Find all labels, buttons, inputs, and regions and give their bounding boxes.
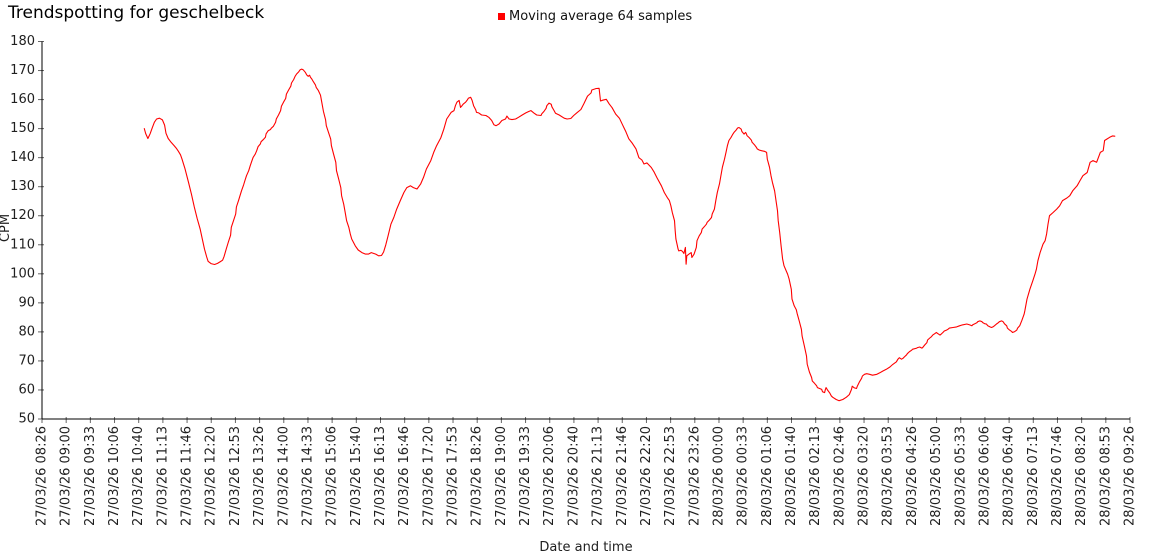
x-axis-title: Date and time [539, 540, 632, 555]
x-tick-label: 27/03/26 10:40 [131, 426, 146, 526]
x-tick-label: 27/03/26 20:06 [542, 426, 557, 526]
x-tick-label: 27/03/26 20:40 [566, 426, 581, 526]
x-tick-label: 27/03/26 11:46 [180, 426, 195, 526]
x-tick-label: 27/03/26 19:33 [518, 426, 533, 526]
x-tick-label: 27/03/26 17:20 [421, 426, 436, 526]
x-tick-label: 27/03/26 09:00 [59, 426, 74, 526]
x-tick-label: 28/03/26 04:26 [905, 426, 920, 526]
x-tick-label: 27/03/26 22:20 [639, 426, 654, 526]
x-tick-label: 28/03/26 02:13 [808, 426, 823, 526]
y-tick-label: 80 [18, 324, 35, 339]
x-tick-label: 28/03/26 00:33 [736, 426, 751, 526]
data-line [143, 68, 1116, 402]
x-tick-label: 28/03/26 07:46 [1050, 426, 1065, 526]
legend-label: Moving average 64 samples [509, 9, 693, 24]
x-tick-label: 27/03/26 11:13 [155, 426, 170, 526]
x-tick-label: 27/03/26 18:26 [470, 426, 485, 526]
x-tick-label: 28/03/26 08:20 [1074, 426, 1089, 526]
legend-marker-icon [498, 13, 505, 20]
x-tick-label: 27/03/26 15:40 [349, 426, 364, 526]
x-tick-label: 27/03/26 22:53 [663, 426, 678, 526]
y-axis-title: CPM [0, 214, 13, 242]
y-tick-label: 160 [10, 92, 35, 107]
y-tick-label: 150 [10, 121, 35, 136]
x-tick-label: 28/03/26 08:53 [1098, 426, 1113, 526]
x-tick-label: 28/03/26 05:00 [929, 426, 944, 526]
x-tick-label: 27/03/26 14:33 [300, 426, 315, 526]
x-tick-label: 28/03/26 01:40 [784, 426, 799, 526]
x-tick-label: 27/03/26 12:20 [204, 426, 219, 526]
x-tick-label: 27/03/26 23:26 [687, 426, 702, 526]
x-tick-label: 27/03/26 15:06 [325, 426, 340, 526]
x-tick-label: 27/03/26 10:06 [107, 426, 122, 526]
y-tick-label: 90 [18, 295, 35, 310]
chart-title: Trendspotting for geschelbeck [8, 3, 265, 23]
x-tick-label: 27/03/26 13:26 [252, 426, 267, 526]
x-tick-label: 27/03/26 21:13 [591, 426, 606, 526]
y-tick-label: 50 [18, 412, 35, 427]
x-tick-label: 28/03/26 07:13 [1026, 426, 1041, 526]
x-tick-label: 27/03/26 16:13 [373, 426, 388, 526]
x-tick-label: 28/03/26 03:20 [857, 426, 872, 526]
y-tick-label: 140 [10, 150, 35, 165]
y-tick-label: 120 [10, 208, 35, 223]
y-tick-label: 180 [10, 34, 35, 49]
y-tick-label: 100 [10, 266, 35, 281]
x-tick-label: 28/03/26 06:40 [1002, 426, 1017, 526]
legend: Moving average 64 samples [498, 9, 692, 24]
y-tick-label: 60 [18, 382, 35, 397]
x-tick-label: 28/03/26 05:33 [953, 426, 968, 526]
x-tick-label: 28/03/26 00:00 [711, 426, 726, 526]
x-tick-label: 28/03/26 02:46 [832, 426, 847, 526]
x-tick-label: 28/03/26 01:06 [760, 426, 775, 526]
x-tick-label: 27/03/26 19:00 [494, 426, 509, 526]
x-tick-label: 27/03/26 12:53 [228, 426, 243, 526]
x-tick-label: 27/03/26 09:33 [83, 426, 98, 526]
y-tick-label: 170 [10, 63, 35, 78]
x-tick-label: 28/03/26 09:26 [1123, 426, 1138, 526]
x-tick-label: 28/03/26 06:06 [977, 426, 992, 526]
x-tick-label: 27/03/26 08:26 [35, 426, 50, 526]
y-tick-label: 130 [10, 179, 35, 194]
x-tick-label: 28/03/26 03:53 [881, 426, 896, 526]
x-tick-label: 27/03/26 21:46 [615, 426, 630, 526]
y-tick-label: 70 [18, 353, 35, 368]
x-tick-label: 27/03/26 17:53 [446, 426, 461, 526]
y-tick-label: 110 [10, 237, 35, 252]
x-tick-label: 27/03/26 16:46 [397, 426, 412, 526]
x-tick-label: 27/03/26 14:00 [276, 426, 291, 526]
